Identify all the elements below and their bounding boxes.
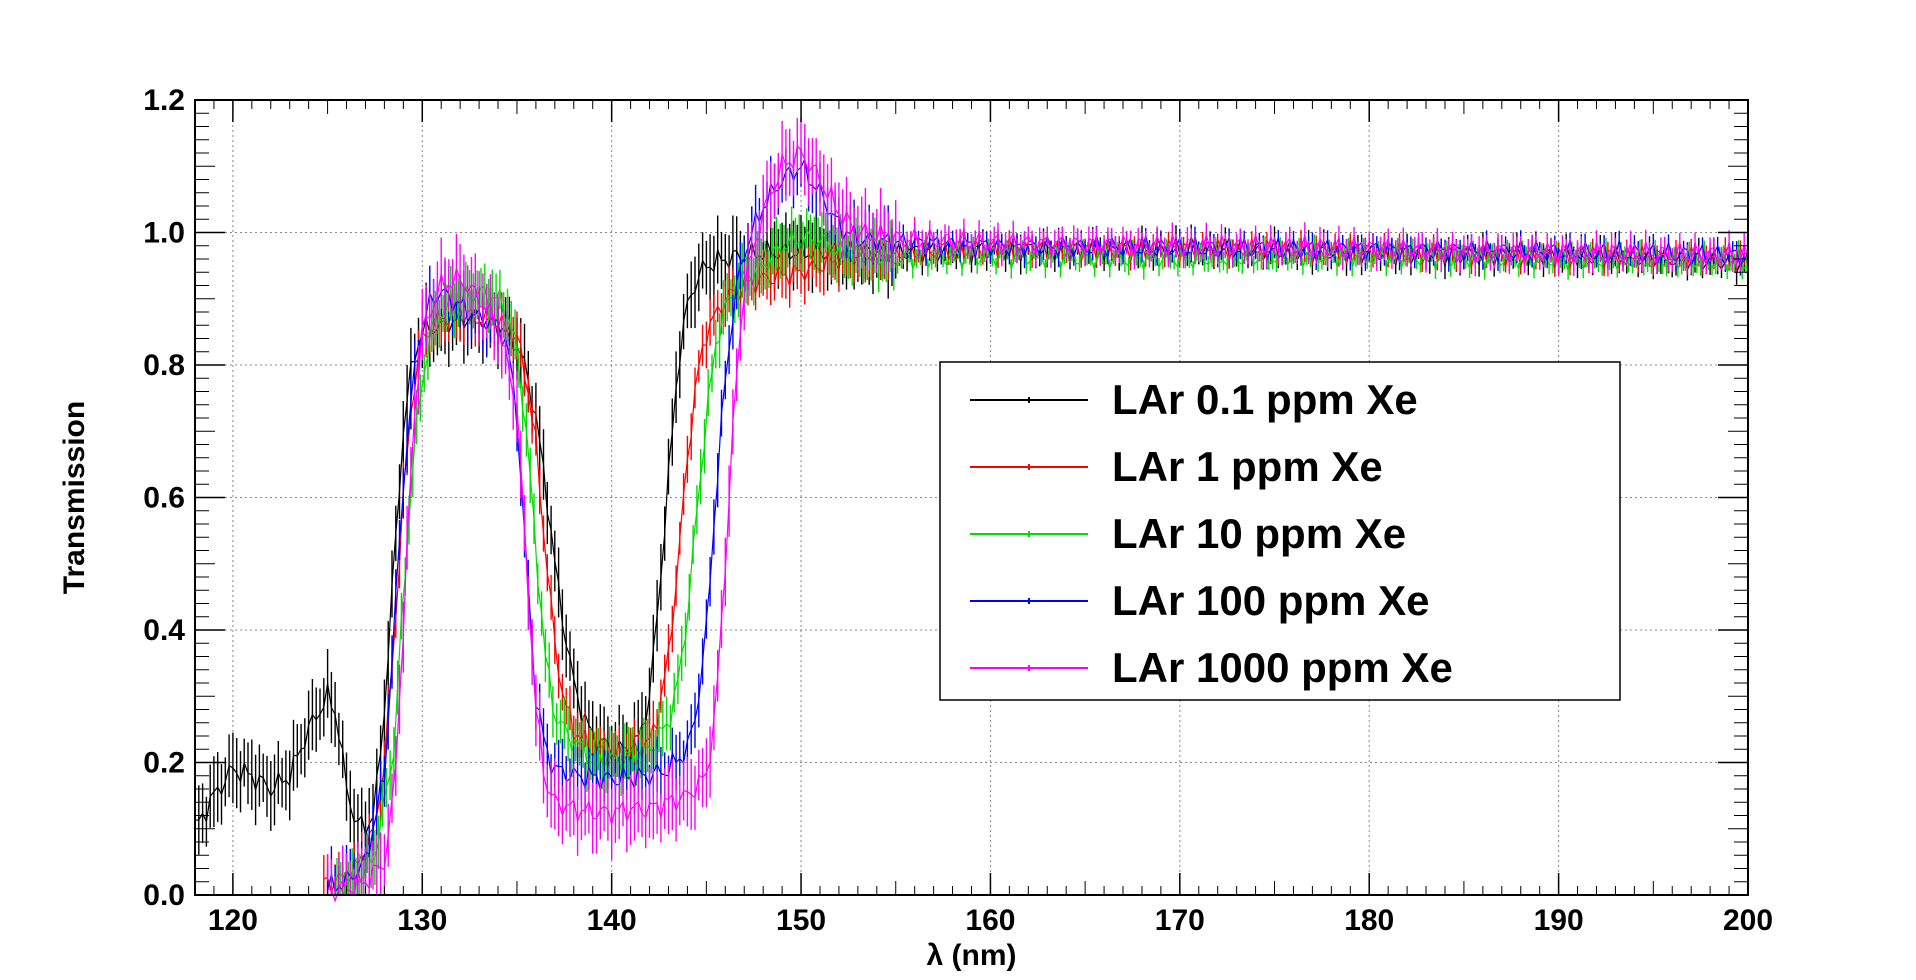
y-tick-label: 0.4	[143, 614, 185, 647]
legend: LAr 0.1 ppm Xe LAr 1 ppm Xe LAr 10 ppm Xe L…	[939, 361, 1621, 701]
legend-entry: LAr 10 ppm Xe	[970, 510, 1406, 557]
x-tick-label: 140	[587, 904, 637, 937]
x-tick-label: 130	[397, 904, 447, 937]
x-tick-label: 120	[208, 904, 258, 937]
x-tick-label: 200	[1723, 904, 1773, 937]
y-axis-label: Transmission	[58, 401, 91, 594]
tick-label-layer: 120 130 140 150 160 170 180 190 200 0.0 0.2 0.4 0.6 0…	[143, 84, 1773, 937]
x-tick-label: 180	[1344, 904, 1394, 937]
series-line	[327, 143, 1749, 903]
legend-entries: LAr 0.1 ppm Xe LAr 1 ppm Xe LAr 10 ppm Xe L…	[970, 376, 1453, 691]
y-tick-label: 0.8	[143, 349, 185, 382]
legend-entry: LAr 100 ppm Xe	[970, 577, 1429, 624]
legend-entry: LAr 0.1 ppm Xe	[970, 376, 1418, 423]
x-tick-label: 150	[776, 904, 826, 937]
tick-layer	[194, 99, 1749, 896]
y-tick-label: 0.6	[143, 482, 185, 515]
legend-entry: LAr 1 ppm Xe	[970, 443, 1383, 490]
legend-label: LAr 1 ppm Xe	[1112, 443, 1383, 490]
legend-label: LAr 1000 ppm Xe	[1112, 644, 1453, 691]
x-tick-label: 190	[1534, 904, 1584, 937]
y-tick-label: 1.2	[143, 84, 185, 117]
x-tick-label: 170	[1155, 904, 1205, 937]
x-axis-label: λ (nm)	[927, 939, 1017, 972]
legend-label: LAr 0.1 ppm Xe	[1112, 376, 1418, 423]
series-layer	[194, 117, 1749, 903]
legend-label: LAr 10 ppm Xe	[1112, 510, 1406, 557]
x-tick-label: 160	[965, 904, 1015, 937]
legend-label: LAr 100 ppm Xe	[1112, 577, 1429, 624]
series-5	[326, 117, 1749, 903]
y-tick-label: 1.0	[143, 217, 185, 250]
legend-box	[939, 361, 1621, 701]
y-tick-label: 0.0	[143, 879, 185, 912]
y-tick-label: 0.2	[143, 747, 185, 780]
legend-entry: LAr 1000 ppm Xe	[970, 644, 1453, 691]
